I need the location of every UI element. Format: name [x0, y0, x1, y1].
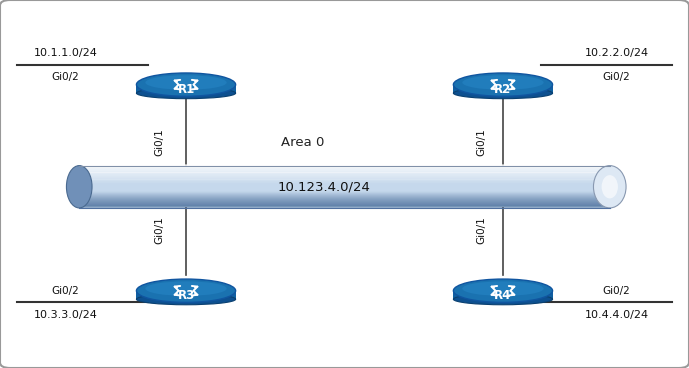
FancyBboxPatch shape: [79, 181, 610, 182]
FancyBboxPatch shape: [79, 171, 610, 173]
FancyBboxPatch shape: [79, 174, 610, 175]
FancyBboxPatch shape: [79, 177, 610, 178]
Text: Gi0/2: Gi0/2: [52, 286, 79, 296]
Ellipse shape: [136, 294, 236, 305]
Text: 10.1.1.0/24: 10.1.1.0/24: [34, 48, 97, 59]
FancyBboxPatch shape: [79, 202, 610, 205]
FancyBboxPatch shape: [79, 180, 610, 181]
Text: 10.123.4.0/24: 10.123.4.0/24: [278, 180, 370, 193]
FancyBboxPatch shape: [79, 165, 610, 166]
Ellipse shape: [453, 88, 553, 99]
Ellipse shape: [453, 73, 553, 96]
FancyBboxPatch shape: [79, 169, 610, 170]
FancyBboxPatch shape: [79, 167, 610, 169]
Ellipse shape: [453, 294, 553, 305]
FancyBboxPatch shape: [79, 176, 610, 177]
Text: R4: R4: [494, 289, 512, 302]
Ellipse shape: [145, 281, 227, 296]
FancyBboxPatch shape: [79, 169, 610, 171]
Ellipse shape: [136, 88, 236, 99]
FancyBboxPatch shape: [79, 174, 610, 176]
FancyBboxPatch shape: [79, 164, 610, 166]
FancyBboxPatch shape: [79, 167, 610, 168]
Ellipse shape: [66, 166, 92, 208]
Text: Gi0/1: Gi0/1: [155, 128, 165, 156]
FancyBboxPatch shape: [453, 291, 553, 299]
Text: Gi0/2: Gi0/2: [603, 286, 630, 296]
FancyBboxPatch shape: [79, 197, 610, 200]
FancyBboxPatch shape: [79, 193, 610, 196]
Ellipse shape: [453, 279, 553, 302]
FancyBboxPatch shape: [136, 291, 236, 299]
FancyBboxPatch shape: [79, 178, 610, 180]
Ellipse shape: [462, 75, 544, 90]
FancyBboxPatch shape: [453, 85, 553, 93]
FancyBboxPatch shape: [79, 173, 610, 174]
Text: R2: R2: [494, 83, 512, 96]
FancyBboxPatch shape: [79, 173, 610, 174]
FancyBboxPatch shape: [79, 166, 610, 167]
FancyBboxPatch shape: [79, 168, 610, 169]
FancyBboxPatch shape: [79, 199, 610, 202]
FancyBboxPatch shape: [79, 175, 610, 176]
Text: Gi0/2: Gi0/2: [603, 72, 630, 82]
FancyBboxPatch shape: [79, 180, 610, 181]
FancyBboxPatch shape: [79, 170, 610, 171]
Ellipse shape: [601, 175, 618, 198]
FancyBboxPatch shape: [79, 181, 610, 183]
FancyBboxPatch shape: [79, 170, 610, 172]
FancyBboxPatch shape: [79, 198, 610, 201]
Text: Gi0/2: Gi0/2: [52, 72, 79, 82]
FancyBboxPatch shape: [79, 194, 610, 197]
FancyBboxPatch shape: [79, 166, 610, 167]
FancyBboxPatch shape: [79, 172, 610, 173]
Text: Gi0/1: Gi0/1: [155, 216, 165, 244]
FancyBboxPatch shape: [79, 177, 610, 179]
Ellipse shape: [462, 281, 544, 296]
Text: Gi0/1: Gi0/1: [476, 128, 486, 156]
FancyBboxPatch shape: [79, 176, 610, 178]
Text: Area 0: Area 0: [282, 136, 325, 149]
Ellipse shape: [136, 279, 236, 302]
FancyBboxPatch shape: [79, 166, 610, 208]
FancyBboxPatch shape: [79, 204, 610, 207]
Text: R3: R3: [177, 289, 195, 302]
Ellipse shape: [145, 75, 227, 90]
FancyBboxPatch shape: [79, 201, 610, 204]
Text: 10.2.2.0/24: 10.2.2.0/24: [584, 48, 649, 59]
Text: 10.4.4.0/24: 10.4.4.0/24: [584, 309, 649, 320]
Text: R1: R1: [177, 83, 195, 96]
FancyBboxPatch shape: [79, 205, 610, 208]
Ellipse shape: [593, 166, 626, 208]
Text: 10.3.3.0/24: 10.3.3.0/24: [34, 309, 97, 320]
Ellipse shape: [136, 73, 236, 96]
FancyBboxPatch shape: [79, 200, 610, 203]
FancyBboxPatch shape: [79, 179, 610, 180]
FancyBboxPatch shape: [79, 195, 610, 198]
Text: Gi0/1: Gi0/1: [476, 216, 486, 244]
FancyBboxPatch shape: [79, 196, 610, 199]
FancyBboxPatch shape: [79, 203, 610, 206]
FancyBboxPatch shape: [136, 85, 236, 93]
